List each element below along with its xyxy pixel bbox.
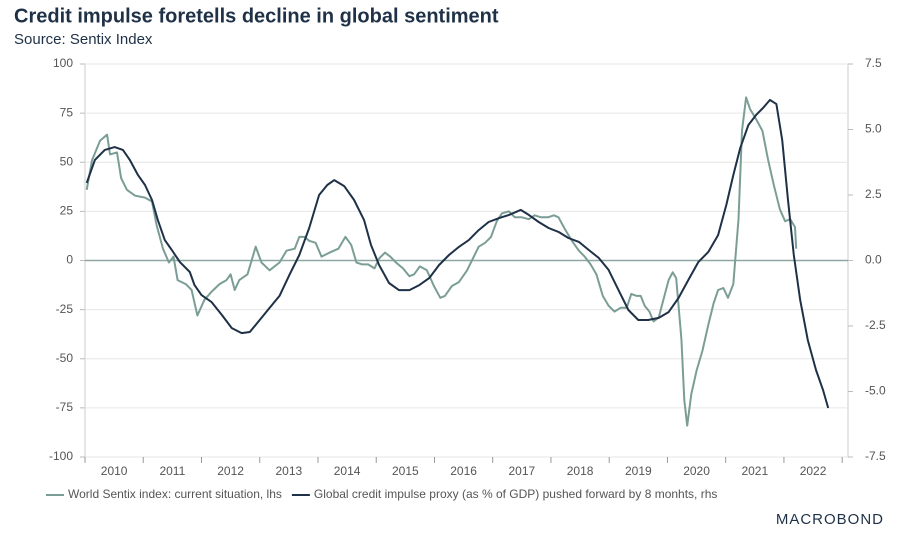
y-tick-label: -50 — [56, 351, 74, 365]
legend-label: World Sentix index: current situation, l… — [68, 487, 282, 501]
x-tick-label: 2021 — [741, 464, 768, 478]
logo: MACROBOND — [776, 511, 884, 528]
y-tick-label: -75 — [56, 400, 74, 414]
y-tick-label: -25 — [56, 302, 74, 316]
x-tick-label: 2017 — [508, 464, 535, 478]
y-tick-label: -100 — [49, 449, 73, 463]
y2-tick-label: 5.0 — [865, 122, 882, 136]
y2-tick-label: -5.0 — [865, 384, 886, 398]
y-tick-label: 0 — [66, 253, 73, 267]
x-tick-label: 2018 — [567, 464, 594, 478]
legend-label: Global credit impulse proxy (as % of GDP… — [314, 487, 718, 501]
x-tick-label: 2010 — [101, 464, 128, 478]
y-tick-label: 75 — [60, 105, 74, 119]
x-tick-label: 2011 — [159, 464, 185, 478]
y2-tick-label: 2.5 — [865, 187, 882, 201]
y-tick-label: 100 — [53, 56, 73, 70]
x-tick-label: 2022 — [800, 464, 827, 478]
y-tick-label: 25 — [60, 204, 74, 218]
y2-tick-label: -7.5 — [865, 449, 886, 463]
x-tick-label: 2020 — [683, 464, 710, 478]
y2-tick-label: -2.5 — [865, 318, 886, 332]
x-tick-label: 2012 — [217, 464, 244, 478]
x-tick-label: 2013 — [276, 464, 303, 478]
y-tick-label: 50 — [60, 154, 74, 168]
y2-tick-label: 0.0 — [865, 253, 882, 267]
series-line — [85, 98, 830, 409]
x-tick-label: 2015 — [392, 464, 419, 478]
y2-tick-label: 7.5 — [865, 56, 882, 70]
x-tick-label: 2016 — [450, 464, 477, 478]
x-tick-label: 2014 — [334, 464, 361, 478]
chart-title: Credit impulse foretells decline in glob… — [14, 5, 499, 27]
x-tick-label: 2019 — [625, 464, 652, 478]
series-line — [85, 96, 798, 427]
chart-subtitle: Source: Sentix Index — [14, 31, 153, 48]
